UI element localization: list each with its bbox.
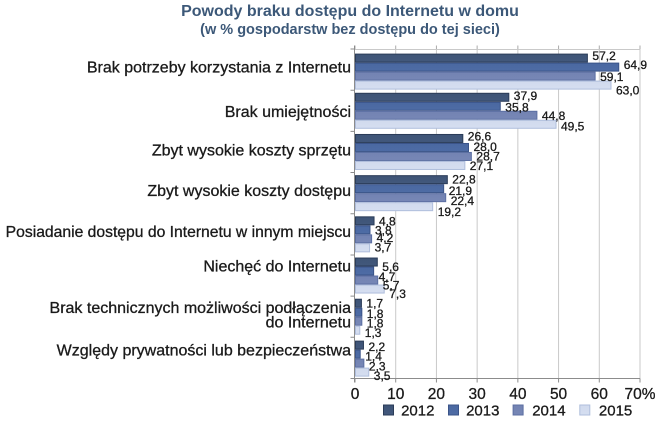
svg-text:2012: 2012 [401,403,434,420]
svg-text:Brak potrzeby korzystania z In: Brak potrzeby korzystania z Internetu [87,60,351,77]
svg-text:22,8: 22,8 [452,173,476,187]
svg-text:19,2: 19,2 [438,205,462,219]
svg-text:64,9: 64,9 [624,58,648,72]
svg-text:57,2: 57,2 [592,49,616,63]
svg-text:Względy prywatności lub bezpie: Względy prywatności lub bezpieczeństwa [57,343,351,360]
svg-text:2,3: 2,3 [369,359,386,373]
svg-text:Brak technicznych możliwości p: Brak technicznych możliwości podłączenia [50,300,352,317]
svg-text:26,6: 26,6 [468,129,492,143]
svg-text:4,2: 4,2 [377,231,394,245]
svg-text:4,7: 4,7 [379,270,396,284]
svg-text:30: 30 [469,386,487,403]
svg-text:37,9: 37,9 [514,89,538,103]
svg-text:63,0: 63,0 [616,83,640,97]
svg-text:28,0: 28,0 [474,140,498,154]
svg-text:3,8: 3,8 [375,223,392,237]
svg-text:1,8: 1,8 [367,317,384,331]
svg-text:3,7: 3,7 [375,241,392,255]
svg-text:2013: 2013 [466,403,499,420]
svg-text:Zbyt wysokie koszty dostępu: Zbyt wysokie koszty dostępu [147,183,351,200]
svg-text:10: 10 [387,386,405,403]
svg-text:Posiadanie dostępu do Internet: Posiadanie dostępu do Internetu w innym … [6,224,351,241]
svg-text:0: 0 [351,386,360,403]
svg-text:35,8: 35,8 [505,101,529,115]
svg-text:5,7: 5,7 [383,278,400,292]
svg-text:7,3: 7,3 [389,287,406,301]
svg-text:4,8: 4,8 [379,215,396,229]
svg-text:5,6: 5,6 [382,260,399,274]
svg-text:50: 50 [550,386,568,403]
svg-text:27,1: 27,1 [470,159,494,173]
svg-text:(w % gospodarstw bez dostępu d: (w % gospodarstw bez dostępu do tej siec… [200,22,500,38]
svg-text:Brak umiejętności: Brak umiejętności [225,104,351,121]
svg-text:1,8: 1,8 [367,307,384,321]
svg-text:60: 60 [591,386,609,403]
svg-text:2015: 2015 [599,403,632,420]
svg-text:Powody braku dostępu do Intern: Powody braku dostępu do Internetu w domu [181,3,519,20]
svg-text:1,7: 1,7 [366,297,383,311]
svg-text:2,2: 2,2 [369,340,386,354]
svg-text:Zbyt wysokie koszty sprzętu: Zbyt wysokie koszty sprzętu [152,143,351,160]
svg-text:1,3: 1,3 [365,326,382,340]
svg-text:20: 20 [428,386,446,403]
svg-text:2014: 2014 [532,403,565,420]
svg-text:3,5: 3,5 [374,369,391,383]
svg-text:28,7: 28,7 [476,149,500,163]
svg-text:40: 40 [509,386,527,403]
svg-text:1,4: 1,4 [365,349,382,363]
svg-text:70%: 70% [624,386,655,403]
svg-text:21,9: 21,9 [449,184,473,198]
svg-text:49,5: 49,5 [561,120,585,134]
svg-text:59,1: 59,1 [600,70,624,84]
svg-text:22,4: 22,4 [451,194,475,208]
svg-text:44,8: 44,8 [542,109,566,123]
svg-text:do Internetu: do Internetu [266,315,351,332]
svg-text:Niechęć do Internetu: Niechęć do Internetu [203,258,351,275]
